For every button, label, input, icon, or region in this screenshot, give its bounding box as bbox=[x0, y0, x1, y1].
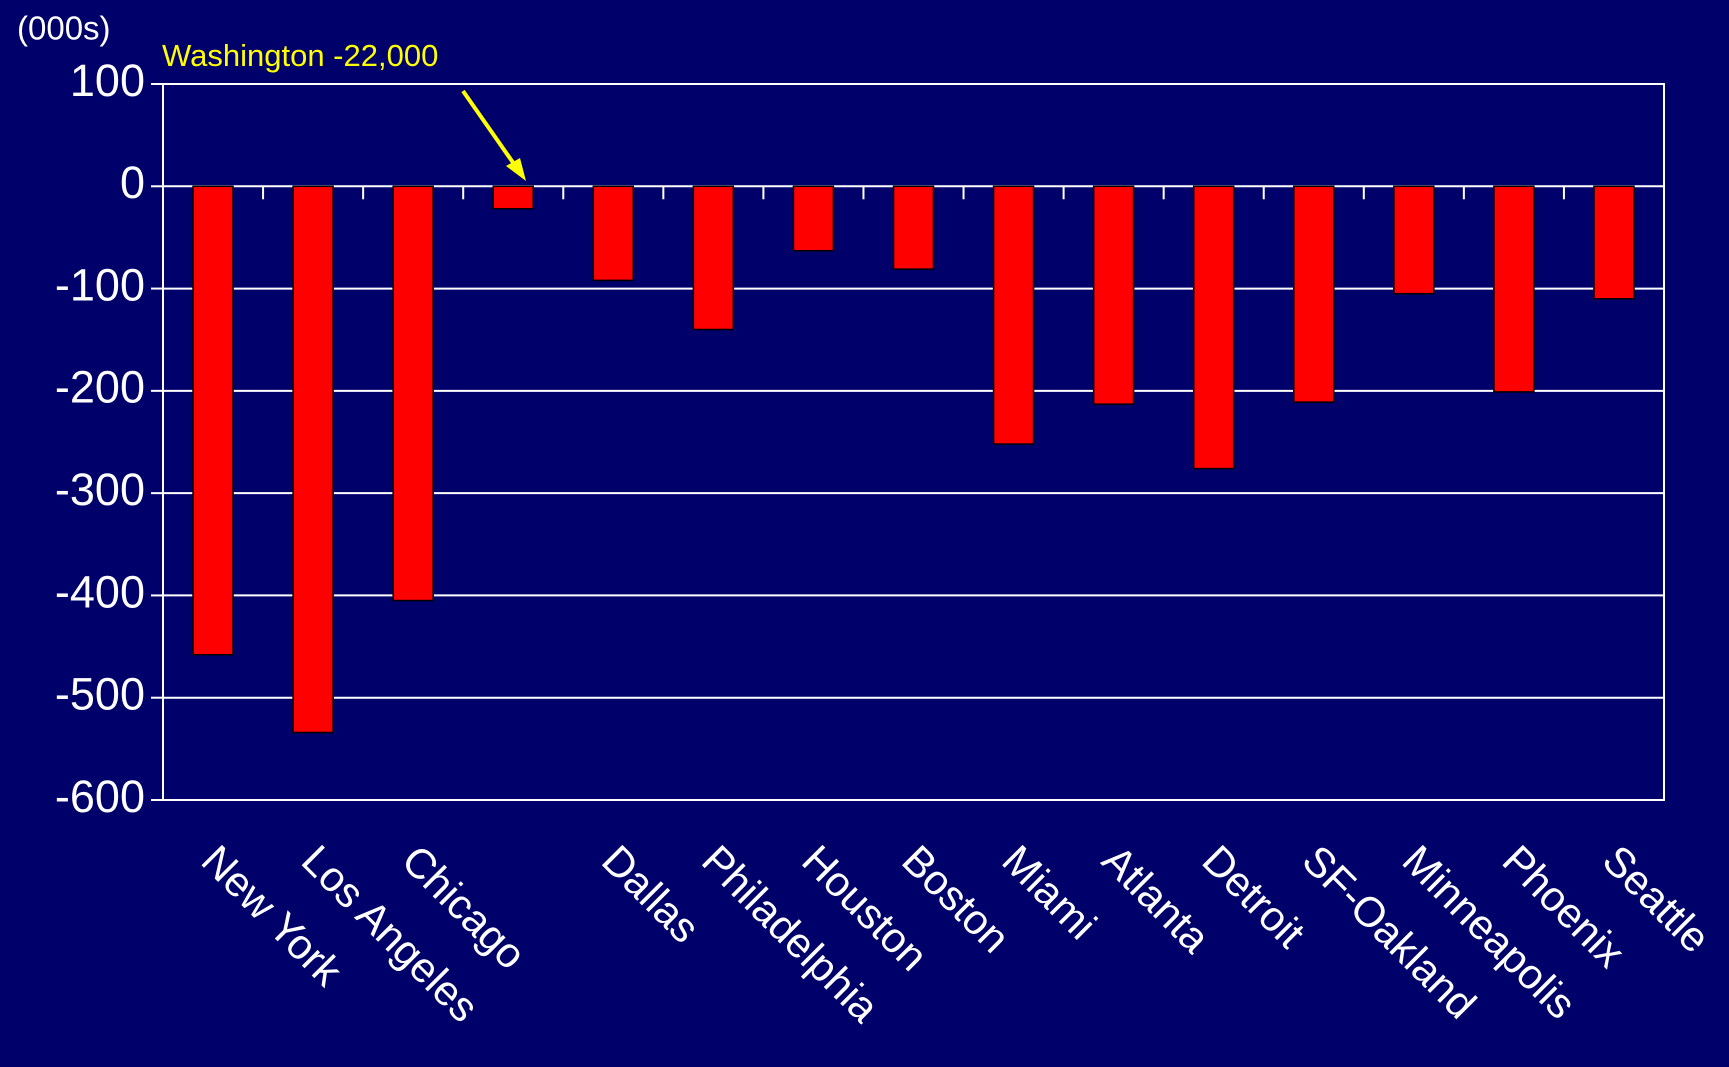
y-tick-label: 0 bbox=[120, 157, 145, 208]
bar bbox=[1192, 185, 1235, 470]
bar bbox=[392, 185, 434, 602]
bar bbox=[292, 185, 334, 734]
y-tick-label: -200 bbox=[55, 362, 145, 413]
bar bbox=[1393, 185, 1435, 295]
y-tick-label: -500 bbox=[55, 669, 145, 720]
y-tick-label: -300 bbox=[55, 464, 145, 515]
bar bbox=[192, 185, 234, 656]
bar bbox=[1293, 185, 1335, 403]
bar bbox=[592, 185, 635, 282]
bar bbox=[1493, 185, 1535, 393]
annotation-arrow bbox=[461, 89, 526, 181]
y-tick-label: -100 bbox=[55, 259, 145, 310]
y-tick-label: -600 bbox=[55, 771, 145, 822]
y-tick-label: -400 bbox=[55, 566, 145, 617]
bar bbox=[792, 185, 835, 252]
bar bbox=[892, 185, 935, 270]
bar bbox=[992, 185, 1035, 445]
bar bbox=[492, 185, 534, 210]
bar bbox=[1092, 185, 1135, 405]
bar bbox=[692, 185, 735, 331]
annotation: Washington -22,000 bbox=[162, 38, 438, 73]
y-axis-label: (000s) bbox=[17, 10, 111, 47]
bar bbox=[1593, 185, 1635, 300]
y-tick-label: 100 bbox=[70, 55, 145, 106]
